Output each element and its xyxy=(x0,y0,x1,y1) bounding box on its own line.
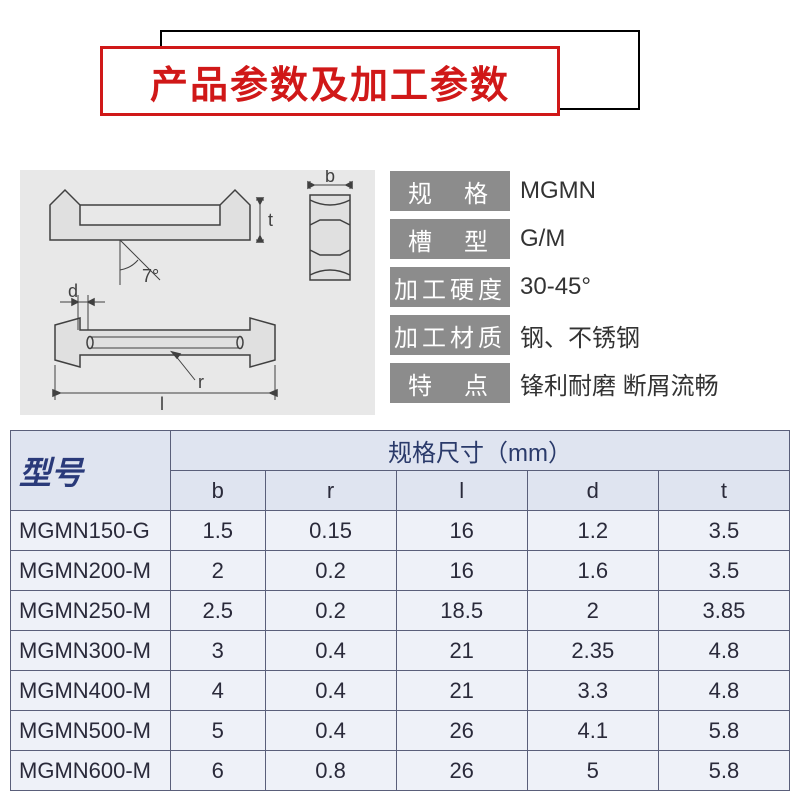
model-cell: MGMN250-M xyxy=(11,591,171,631)
value-cell: 26 xyxy=(396,711,527,751)
spec-row: 特 点锋利耐磨 断屑流畅 xyxy=(390,362,780,404)
title-block: 产品参数及加工参数 xyxy=(100,30,660,130)
table-row: MGMN150-G1.50.15161.23.5 xyxy=(11,511,790,551)
value-cell: 5 xyxy=(527,751,658,791)
value-cell: 3.3 xyxy=(527,671,658,711)
table-row: MGMN200-M20.2161.63.5 xyxy=(11,551,790,591)
spec-row: 加工硬度 30-45° xyxy=(390,266,780,308)
spec-label: 槽 型 xyxy=(390,219,510,259)
spec-value: 30-45° xyxy=(520,273,591,301)
spec-list: 规 格MGMN槽 型G/M加工硬度30-45°加工材质钢、不锈钢特 点锋利耐磨 … xyxy=(390,170,780,430)
dimensions-table: 型号 规格尺寸（mm） brldt MGMN150-G1.50.15161.23… xyxy=(10,430,790,791)
column-header: l xyxy=(396,471,527,511)
value-cell: 18.5 xyxy=(396,591,527,631)
value-cell: 0.8 xyxy=(265,751,396,791)
value-cell: 16 xyxy=(396,551,527,591)
value-cell: 2 xyxy=(527,591,658,631)
value-cell: 1.5 xyxy=(171,511,266,551)
dimensions-header: 规格尺寸（mm） xyxy=(388,440,572,467)
spec-label: 加工材质 xyxy=(390,315,510,355)
diagram-label-angle: 7° xyxy=(142,266,159,286)
value-cell: 3.85 xyxy=(658,591,789,631)
value-cell: 2.5 xyxy=(171,591,266,631)
table-row: MGMN600-M60.82655.8 xyxy=(11,751,790,791)
title-text: 产品参数及加工参数 xyxy=(100,46,560,116)
diagram-label-b: b xyxy=(325,170,335,186)
spec-value: 钢、不锈钢 xyxy=(520,318,640,353)
value-cell: 2 xyxy=(171,551,266,591)
value-cell: 4.8 xyxy=(658,671,789,711)
value-cell: 4.1 xyxy=(527,711,658,751)
spec-value: MGMN xyxy=(520,177,596,205)
spec-label: 加工硬度 xyxy=(390,267,510,307)
value-cell: 5 xyxy=(171,711,266,751)
column-header: r xyxy=(265,471,396,511)
value-cell: 21 xyxy=(396,631,527,671)
value-cell: 3.5 xyxy=(658,511,789,551)
model-cell: MGMN400-M xyxy=(11,671,171,711)
table-body: MGMN150-G1.50.15161.23.5MGMN200-M20.2161… xyxy=(11,511,790,791)
value-cell: 2.35 xyxy=(527,631,658,671)
spec-label: 规 格 xyxy=(390,171,510,211)
value-cell: 1.6 xyxy=(527,551,658,591)
column-header: d xyxy=(527,471,658,511)
value-cell: 0.4 xyxy=(265,711,396,751)
spec-row: 加工材质钢、不锈钢 xyxy=(390,314,780,356)
spec-value: 锋利耐磨 断屑流畅 xyxy=(520,366,719,401)
table-row: MGMN400-M40.4213.34.8 xyxy=(11,671,790,711)
value-cell: 16 xyxy=(396,511,527,551)
value-cell: 1.2 xyxy=(527,511,658,551)
value-cell: 0.2 xyxy=(265,591,396,631)
value-cell: 0.15 xyxy=(265,511,396,551)
value-cell: 5.8 xyxy=(658,751,789,791)
table-row: MGMN250-M2.50.218.523.85 xyxy=(11,591,790,631)
model-cell: MGMN300-M xyxy=(11,631,171,671)
value-cell: 0.2 xyxy=(265,551,396,591)
spec-label: 特 点 xyxy=(390,363,510,403)
value-cell: 3.5 xyxy=(658,551,789,591)
value-cell: 4 xyxy=(171,671,266,711)
technical-diagram: t 7° b xyxy=(20,170,375,415)
model-cell: MGMN150-G xyxy=(11,511,171,551)
diagram-label-d: d xyxy=(68,281,78,301)
value-cell: 0.4 xyxy=(265,631,396,671)
diagram-label-r: r xyxy=(198,372,204,392)
value-cell: 3 xyxy=(171,631,266,671)
value-cell: 6 xyxy=(171,751,266,791)
table-row: MGMN300-M30.4212.354.8 xyxy=(11,631,790,671)
diagram-label-t: t xyxy=(268,210,273,230)
model-cell: MGMN600-M xyxy=(11,751,171,791)
column-header: t xyxy=(658,471,789,511)
spec-row: 规 格 MGMN xyxy=(390,170,780,212)
spec-row: 槽 型 G/M xyxy=(390,218,780,260)
value-cell: 26 xyxy=(396,751,527,791)
column-header: b xyxy=(171,471,266,511)
table-row: MGMN500-M50.4264.15.8 xyxy=(11,711,790,751)
value-cell: 5.8 xyxy=(658,711,789,751)
value-cell: 21 xyxy=(396,671,527,711)
model-cell: MGMN500-M xyxy=(11,711,171,751)
value-cell: 0.4 xyxy=(265,671,396,711)
spec-value: G/M xyxy=(520,225,565,253)
value-cell: 4.8 xyxy=(658,631,789,671)
diagram-label-l: l xyxy=(160,394,164,414)
model-header: 型号 xyxy=(19,455,83,491)
model-cell: MGMN200-M xyxy=(11,551,171,591)
middle-row: t 7° b xyxy=(20,170,780,430)
